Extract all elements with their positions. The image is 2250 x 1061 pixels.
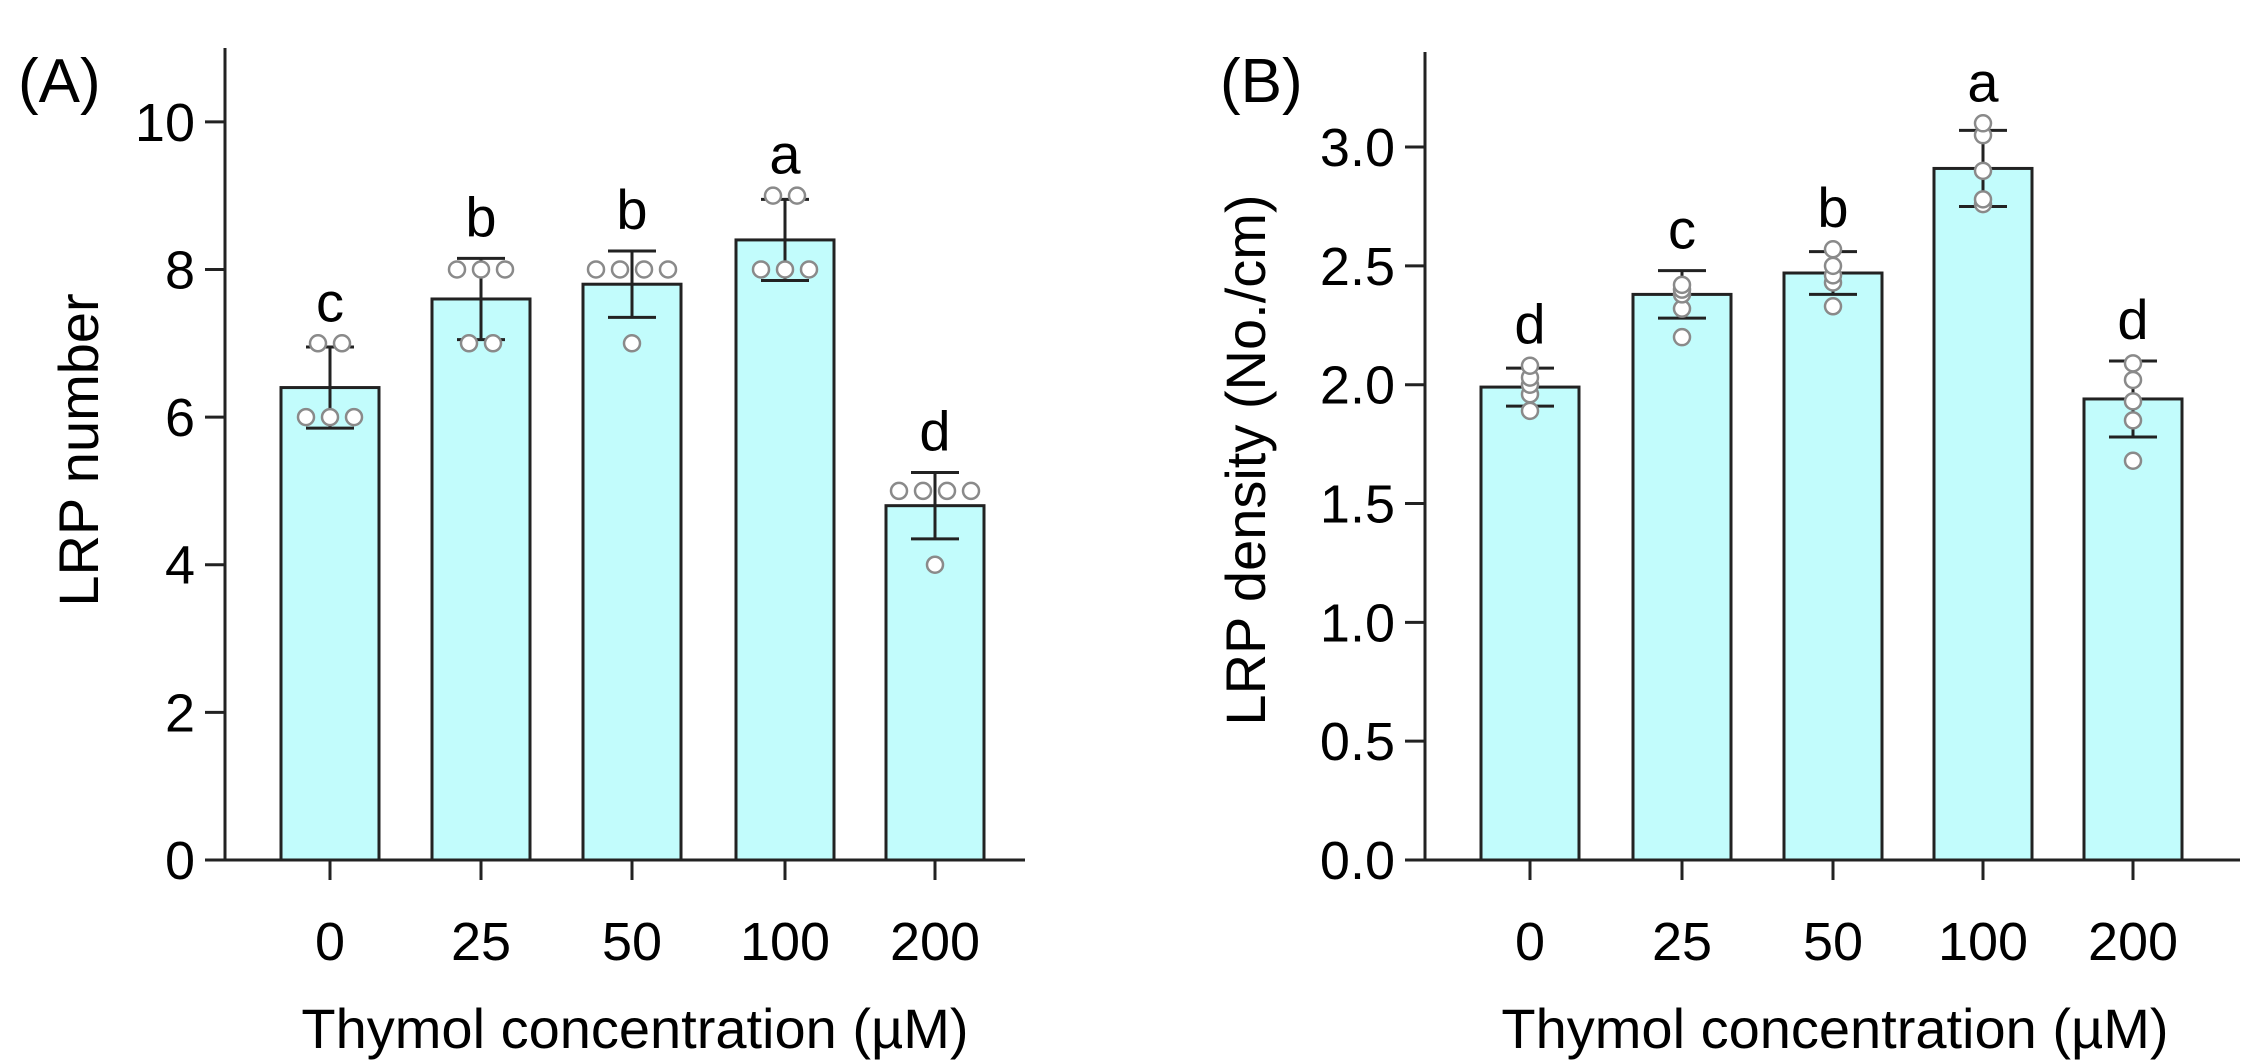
panel-a-y-axis-title: LRP number — [47, 293, 110, 606]
panel-a-y-tick-label: 4 — [165, 536, 195, 596]
panel-a-data-point — [889, 481, 909, 501]
panel-a-data-point — [332, 334, 352, 353]
panel-b-y-tick-label: 1.0 — [1320, 593, 1395, 653]
panel-a-data-point — [622, 334, 642, 353]
panel-a-y-tick-label: 0 — [165, 831, 195, 891]
panel-b-bar — [1782, 271, 1884, 862]
panel-b-x-tick-label: 100 — [1938, 912, 2028, 972]
panel-a-data-point — [961, 481, 981, 501]
panel-a-bar — [581, 282, 683, 862]
panel-a-data-point — [913, 481, 933, 501]
panel-a-data-point — [296, 407, 316, 427]
panel-a-x-tick-label: 100 — [740, 912, 830, 972]
panel-b-y-tick-label: 2.5 — [1320, 237, 1395, 297]
panel-b-y-tick-label: 0.5 — [1320, 712, 1395, 772]
panel-a-data-point — [799, 260, 819, 279]
panel-b-y-tick-label: 3.0 — [1320, 118, 1395, 178]
panel-a-data-point — [308, 334, 328, 353]
panel-b-label: (B) — [1220, 47, 1303, 116]
panel-b-x-tick-label: 200 — [2088, 912, 2178, 972]
panel-b-y-tick-label: 0.0 — [1320, 831, 1395, 891]
panel-a-data-point — [787, 186, 807, 205]
panel-a-y-tick-label: 2 — [165, 683, 195, 743]
panel-a-data-point — [320, 407, 340, 427]
panel-b-data-point — [2123, 411, 2143, 430]
panel-a-bar — [734, 238, 836, 862]
panel-a-x-tick-label: 50 — [602, 912, 662, 972]
panel-a-data-point — [471, 260, 491, 279]
panel-b-data-point — [2123, 370, 2143, 390]
panel-b-significance-letter: c — [1668, 198, 1696, 261]
panel-a-data-point — [344, 407, 364, 427]
panel-a-significance-letter: a — [769, 123, 801, 186]
panel-a-data-point — [586, 260, 606, 279]
panel-a-data-point — [634, 260, 654, 279]
panel-b-x-tick-label: 25 — [1652, 912, 1712, 972]
panel-a-y-tick-label: 6 — [165, 388, 195, 448]
panel-b-significance-letter: d — [1514, 293, 1545, 356]
panel-b-x-tick-label: 50 — [1803, 912, 1863, 972]
panel-b-significance-letter: d — [2117, 288, 2148, 351]
panel-a-data-point — [610, 260, 630, 279]
panel-a: (A) LRP number Thymol concentration (µM)… — [18, 47, 1025, 1060]
panel-b-data-point — [1672, 275, 1692, 295]
panel-b-significance-letter: b — [1817, 176, 1848, 239]
panel-b-data-point — [2123, 451, 2143, 471]
panel-b: (B) LRP density (No./cm) Thymol concentr… — [1214, 47, 2240, 1060]
panel-a-data-point — [937, 481, 957, 501]
panel-a-significance-letter: d — [919, 399, 950, 462]
panel-b-data-point — [2123, 392, 2143, 411]
panel-a-data-point — [925, 555, 945, 574]
panel-b-data-point — [1973, 161, 1993, 181]
panel-a-label: (A) — [18, 47, 101, 116]
panel-a-x-tick-label: 25 — [451, 912, 511, 972]
panel-b-data-point — [1520, 356, 1540, 375]
panel-a-data-point — [775, 260, 795, 279]
panel-a-data-point — [447, 260, 467, 279]
panel-a-data-point — [459, 334, 479, 353]
panel-a-data-point — [763, 186, 783, 205]
panel-b-y-axis-title: LRP density (No./cm) — [1214, 194, 1277, 725]
panel-b-data-point — [1973, 190, 1993, 209]
panel-b-data-point — [1520, 401, 1540, 421]
panel-a-bar — [279, 386, 381, 862]
panel-a-bar — [430, 297, 532, 862]
panel-b-bar — [1631, 292, 1733, 862]
panel-a-significance-letter: b — [465, 185, 496, 248]
panel-b-significance-letter: a — [1967, 50, 1999, 113]
panel-a-x-tick-label: 200 — [890, 912, 980, 972]
panel-b-data-point — [2123, 354, 2143, 373]
panel-a-x-tick-label: 0 — [315, 912, 345, 972]
panel-b-data-point — [1823, 239, 1843, 259]
panel-b-bar — [1479, 385, 1581, 862]
panel-a-y-tick-label: 8 — [165, 240, 195, 300]
panel-b-y-tick-label: 1.5 — [1320, 475, 1395, 535]
panel-b-x-axis-title: Thymol concentration (µM) — [1501, 997, 2168, 1060]
panel-a-data-point — [483, 334, 503, 353]
panel-a-significance-letter: c — [316, 270, 344, 333]
panel-a-significance-letter: b — [616, 178, 647, 241]
panel-b-y-tick-label: 2.0 — [1320, 356, 1395, 416]
panel-b-data-point — [1823, 256, 1843, 276]
panel-a-x-axis-title: Thymol concentration (µM) — [301, 997, 968, 1060]
panel-a-y-tick-label: 10 — [135, 93, 195, 153]
panel-b-bar — [1932, 166, 2034, 862]
panel-a-data-point — [495, 260, 515, 279]
panel-a-data-point — [658, 260, 678, 279]
panel-b-data-point — [1973, 114, 1993, 133]
panel-a-data-point — [751, 260, 771, 279]
panel-b-data-point — [1823, 297, 1843, 316]
panel-b-data-point — [1672, 327, 1692, 347]
panel-b-bar — [2082, 397, 2184, 862]
panel-b-x-tick-label: 0 — [1515, 912, 1545, 972]
